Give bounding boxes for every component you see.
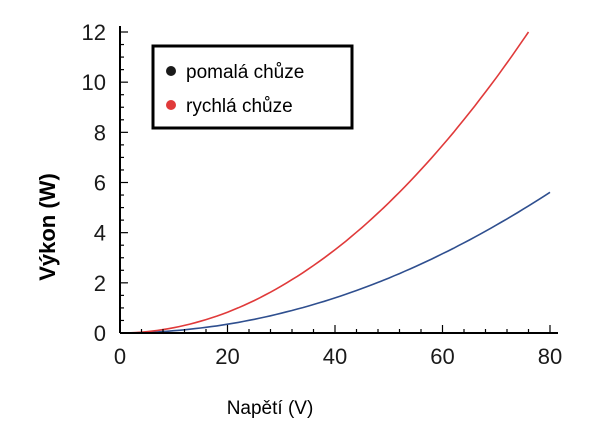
x-tick-label: 40	[323, 344, 347, 369]
y-tick-label: 8	[94, 120, 106, 145]
y-tick-label: 10	[82, 70, 106, 95]
x-tick-label: 60	[430, 344, 454, 369]
x-axis-title: Napětí (V)	[227, 398, 314, 419]
y-tick-label: 6	[94, 171, 106, 196]
legend-label-pomala-chuze: pomalá chůze	[186, 62, 304, 83]
legend-box	[151, 44, 354, 130]
x-tick-label: 80	[538, 344, 562, 369]
y-tick-label: 12	[82, 20, 106, 45]
axes: 0 20 40 60 80 0 2 4 6 8 10 12	[82, 20, 563, 369]
series-line-rychla-chuze	[119, 31, 530, 334]
y-tick-label: 4	[94, 221, 106, 246]
legend-label-rychla-chuze: rychlá chůze	[186, 96, 293, 117]
legend-marker-pomala-chuze	[166, 66, 176, 76]
x-tick-label: 20	[215, 344, 239, 369]
series-line-pomala-chuze	[120, 191, 551, 334]
legend: pomalá chůze rychlá chůze	[151, 44, 354, 130]
plot-area	[119, 31, 551, 334]
x-tick-label: 0	[114, 344, 126, 369]
y-tick-label: 2	[94, 271, 106, 296]
legend-marker-rychla-chuze	[166, 100, 176, 110]
y-tick-label: 0	[94, 321, 106, 346]
y-axis-title: Výkon (W)	[35, 173, 60, 281]
